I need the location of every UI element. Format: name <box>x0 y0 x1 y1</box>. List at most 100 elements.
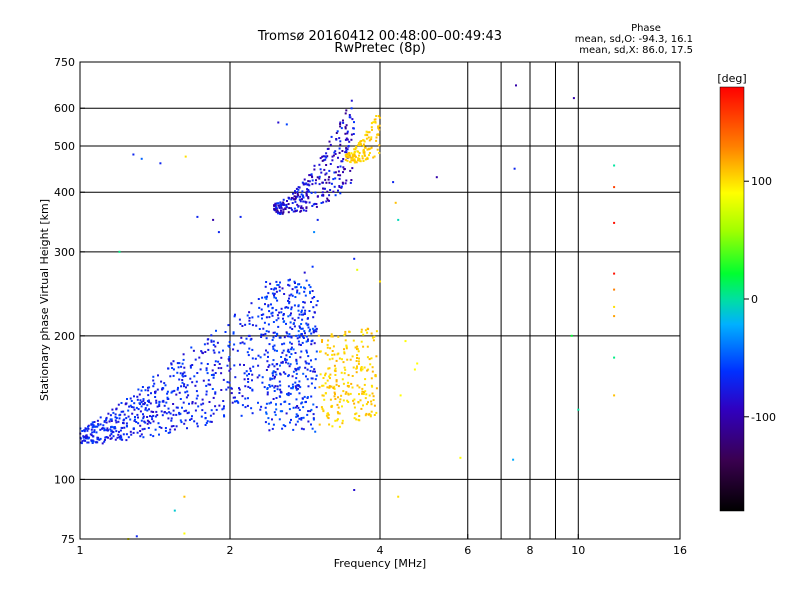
echo-point <box>135 406 138 409</box>
echo-point <box>110 437 113 440</box>
echo-point <box>285 203 288 206</box>
echo-point <box>357 362 360 365</box>
echo-point <box>240 414 243 417</box>
echo-point <box>292 428 295 431</box>
echo-point <box>187 394 190 397</box>
echo-point <box>127 415 130 418</box>
colorbar-tick-label: 0 <box>751 293 758 306</box>
echo-point <box>361 390 364 393</box>
echo-point <box>348 155 351 158</box>
echo-point <box>165 401 168 404</box>
echo-point <box>356 348 359 351</box>
echo-point <box>363 146 366 149</box>
echo-point <box>146 416 149 418</box>
echo-point <box>280 361 283 364</box>
echo-point <box>304 309 307 312</box>
echo-point <box>345 124 348 127</box>
echo-point <box>371 385 374 388</box>
echo-point <box>225 388 228 391</box>
echo-point <box>296 289 299 292</box>
echo-point <box>290 207 293 210</box>
echo-point <box>274 371 277 374</box>
echo-point <box>275 287 277 290</box>
echo-point <box>320 202 323 204</box>
echo-point <box>117 433 120 436</box>
echo-point <box>273 411 276 414</box>
stats-o-mode: mean, sd,O: -94.3, 16.1 <box>575 34 693 45</box>
echo-point <box>301 195 304 198</box>
echo-point <box>226 364 229 367</box>
echo-point <box>247 397 249 400</box>
echo-point <box>294 381 297 384</box>
echo-point <box>227 386 230 389</box>
echo-point <box>325 152 328 155</box>
echo-point <box>290 308 293 311</box>
echo-point <box>220 372 223 375</box>
echo-point <box>183 410 186 413</box>
echo-point <box>276 349 278 352</box>
echo-point <box>282 317 284 320</box>
echo-point <box>171 367 174 369</box>
echo-point <box>315 330 318 333</box>
echo-point <box>337 406 340 409</box>
echo-point <box>207 338 210 341</box>
echo-point <box>187 411 190 414</box>
echo-point <box>134 416 136 418</box>
echo-point <box>91 426 94 429</box>
echo-point <box>257 401 259 404</box>
echo-point <box>207 348 210 351</box>
echo-point <box>316 195 319 198</box>
echo-point <box>258 328 261 330</box>
echo-point <box>362 404 364 407</box>
echo-point <box>342 382 345 385</box>
echo-point <box>277 317 280 320</box>
echo-point <box>304 200 307 203</box>
echo-point <box>337 170 340 173</box>
echo-point <box>255 324 258 327</box>
echo-point <box>334 367 337 370</box>
echo-point <box>570 334 573 337</box>
echo-point <box>287 299 289 302</box>
echo-point <box>267 292 270 295</box>
echo-point <box>312 329 315 332</box>
echo-point <box>295 377 298 380</box>
echo-point <box>271 339 274 341</box>
echo-point <box>90 423 93 426</box>
echo-point <box>306 396 309 399</box>
echo-point <box>246 404 249 407</box>
echo-point <box>286 350 289 353</box>
echo-point <box>309 369 312 372</box>
echo-point <box>298 336 301 339</box>
echo-point <box>276 388 279 391</box>
echo-point <box>190 417 193 420</box>
echo-point <box>296 191 299 193</box>
echo-point <box>248 317 251 319</box>
echo-point <box>322 194 325 196</box>
echo-point <box>103 420 106 423</box>
echo-point <box>84 439 87 442</box>
echo-point <box>91 421 94 424</box>
echo-point <box>291 375 294 378</box>
echo-point <box>352 339 355 342</box>
echo-point <box>275 335 277 337</box>
x-axis-label: Frequency [MHz] <box>334 557 426 570</box>
echo-point <box>296 192 299 195</box>
echo-point <box>281 287 284 290</box>
echo-point <box>98 438 101 441</box>
echo-point <box>297 330 300 333</box>
echo-point <box>161 400 164 403</box>
echo-point <box>326 190 329 193</box>
echo-point <box>337 156 339 159</box>
echo-point <box>257 315 260 318</box>
echo-point <box>300 427 303 430</box>
echo-point <box>353 148 356 151</box>
echo-point <box>302 182 305 185</box>
echo-point <box>99 437 102 440</box>
echo-point <box>326 379 329 382</box>
echo-point <box>350 179 353 181</box>
echo-point <box>212 343 215 346</box>
chart-subtitle: RwPretec (8p) <box>334 41 425 56</box>
echo-point <box>368 152 371 154</box>
echo-point <box>290 346 293 349</box>
echo-point <box>119 437 122 440</box>
